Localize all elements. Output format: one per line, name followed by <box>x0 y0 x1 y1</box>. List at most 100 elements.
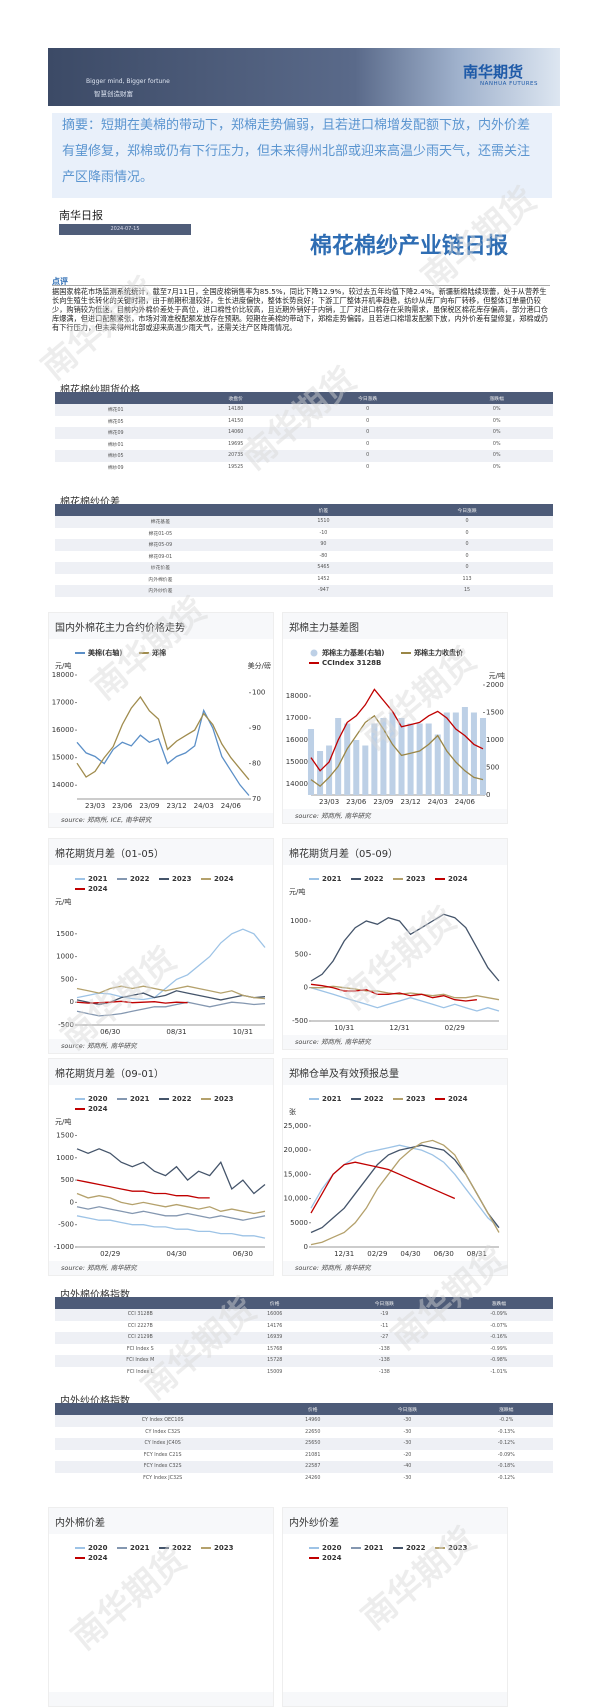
y-tick-label: 1000 <box>486 736 504 744</box>
y-unit: 元/吨 <box>289 887 305 896</box>
y-tick-label: 17000 <box>52 699 74 707</box>
chart: 郑棉主力基差(右轴) 郑棉主力收盘价 CCIndex 3128B 元/吨 14000 15… <box>283 639 507 809</box>
chart-panel: 郑棉主力基差图 郑棉主力基差(右轴) 郑棉主力收盘价 CCIndex 3128B 元/吨… <box>282 612 508 824</box>
legend-label: 2020 <box>88 1095 108 1103</box>
cell: 棉纱09 <box>107 465 124 471</box>
series-line <box>76 1206 266 1221</box>
banner: Bigger mind, Bigger fortune 智慧创造财富 南华期货 … <box>48 48 560 106</box>
x-tick-label: 23/09 <box>373 798 393 806</box>
table: 收盘价 今日涨跌 涨跌幅 棉花01 14180 0 0% 棉花05 14150 0 0% 棉花09 14… <box>55 392 553 473</box>
cell: FCI Index L <box>127 1369 154 1375</box>
y-unit: 元/吨 <box>55 897 71 906</box>
legend-label: 2020 <box>88 1544 108 1552</box>
y-tick-label: 10,000 <box>284 1195 309 1203</box>
cell: FCI Index S <box>126 1346 154 1352</box>
chart-panel: 棉花期货月差（05-09） 2021 2022 2023 2024 元/吨 -500 0 500… <box>282 838 508 1050</box>
table-title: 棉花棉纱期货价格 <box>60 385 140 396</box>
comment-text: 据国家棉花市场监测系统统计，截至7月11日，全国皮棉销售率为85.5%，同比下降… <box>52 285 550 332</box>
legend-label: 2024 <box>214 875 234 883</box>
series-line <box>310 1139 500 1246</box>
series-line <box>310 987 500 1012</box>
legend-label: 2022 <box>130 875 150 883</box>
bar <box>470 712 477 795</box>
legend-label: 2024 <box>88 885 108 893</box>
y-tick-label: 17000 <box>286 714 308 722</box>
y-tick-label: 1500 <box>56 1131 74 1139</box>
bar <box>389 712 396 795</box>
y-tick-label: 1000 <box>56 1154 74 1162</box>
cell: -138 <box>378 1346 390 1352</box>
row: 棉花05-09 90 0 <box>55 539 553 551</box>
row: FCY Index JC32S 24260 -30 -0.12% <box>55 1473 553 1485</box>
cell: 内外纱价差 <box>55 585 266 597</box>
series-line <box>76 1192 266 1215</box>
header-cell: 涨跌幅 <box>459 1403 553 1415</box>
y-tick-label: 18000 <box>52 671 74 679</box>
legend-label: 2024 <box>448 1095 468 1103</box>
y-tick-label: 500 <box>61 1176 74 1184</box>
row: 纱花价差 5465 0 <box>55 562 553 574</box>
y-tick-label: 0 <box>486 791 490 799</box>
bar <box>443 712 450 795</box>
chart-title: 棉花期货月差（01-05） <box>55 849 165 860</box>
row: CY Index JC40S 25650 -30 -0.12% <box>55 1438 553 1450</box>
cell: 0% <box>492 418 501 424</box>
chart-title: 内外棉价差 <box>55 1518 105 1529</box>
cell: 24260 <box>305 1475 321 1481</box>
cell: FCY Index JC32S <box>143 1475 183 1481</box>
legend-label: 2022 <box>406 1544 426 1552</box>
chart-title: 国内外棉花主力合约价格走势 <box>55 623 185 634</box>
row: 内外纱价差 -947 15 <box>55 585 553 597</box>
y-tick-label: 25,000 <box>284 1122 309 1130</box>
y-tick-label: 0 <box>70 998 74 1006</box>
legend-swatch <box>310 649 318 657</box>
bar <box>317 751 324 795</box>
chart-title: 棉花期货月差（09-01） <box>55 1069 165 1080</box>
cell: -30 <box>403 1429 412 1435</box>
chart-panel: 郑棉仓单及有效预报总量 2021 2022 2023 2024 张 0 5000 10,000 1… <box>282 1058 508 1276</box>
legend-label: 2023 <box>214 1544 234 1552</box>
cell: 0 <box>381 539 553 551</box>
cell: -138 <box>378 1369 390 1375</box>
chart-title: 郑棉仓单及有效预报总量 <box>289 1069 399 1080</box>
cell: -0.09% <box>444 1309 553 1321</box>
cell: CY Index C32S <box>145 1429 181 1435</box>
table: 价格 今日涨跌 涨跌幅 CCI 3128B 16006 -19 -0.09% CCI 2227… <box>55 1297 553 1378</box>
cell: -20 <box>403 1452 412 1458</box>
row: 棉纱09 19525 0 0% <box>55 462 553 474</box>
x-tick-label: 08/31 <box>166 1028 186 1036</box>
x-tick-label: 23/03 <box>85 802 105 810</box>
cell: CY Index OEC10S <box>55 1415 271 1427</box>
x-tick-label: 23/03 <box>319 798 339 806</box>
cell: 0% <box>492 441 501 447</box>
header-cell: 价格 <box>225 1297 324 1309</box>
y-unit: 张 <box>289 1107 296 1116</box>
cell: 15728 <box>225 1355 324 1367</box>
chart-source: source: 郑商所, 南华研究 <box>295 1264 371 1272</box>
series-line <box>310 1144 500 1234</box>
y-tick-label: 14000 <box>52 781 74 789</box>
x-tick-label: 24/03 <box>428 798 448 806</box>
row: 棉花05 14150 0 0% <box>55 416 553 428</box>
x-tick-label: 02/29 <box>100 1250 120 1258</box>
series-line <box>311 985 500 1001</box>
legend-label: 美棉(右轴) <box>88 648 122 657</box>
legend-label: 2023 <box>406 875 426 883</box>
chart-panel: 内外棉价差 2020 2021 2022 2023 2024 <box>48 1507 274 1707</box>
cell: -30 <box>403 1475 412 1481</box>
header-cell: 今日涨跌 <box>355 1403 460 1415</box>
y-tick-label: 15000 <box>52 754 74 762</box>
cell: -11 <box>380 1323 389 1329</box>
cell: 0 <box>366 464 370 470</box>
cell: 0 <box>294 427 441 439</box>
cell: 0 <box>465 530 469 536</box>
cell: 棉花09 <box>55 427 177 439</box>
row: 棉花基差 1510 0 <box>55 516 553 528</box>
cell: 14176 <box>267 1323 283 1329</box>
x-tick-label: 23/06 <box>346 798 367 806</box>
y-tick-label: 0 <box>70 1198 74 1206</box>
header-cell: 收盘价 <box>176 392 295 404</box>
header-row: 收盘价 今日涨跌 涨跌幅 <box>55 392 553 404</box>
y-tick-label: 500 <box>61 975 74 983</box>
